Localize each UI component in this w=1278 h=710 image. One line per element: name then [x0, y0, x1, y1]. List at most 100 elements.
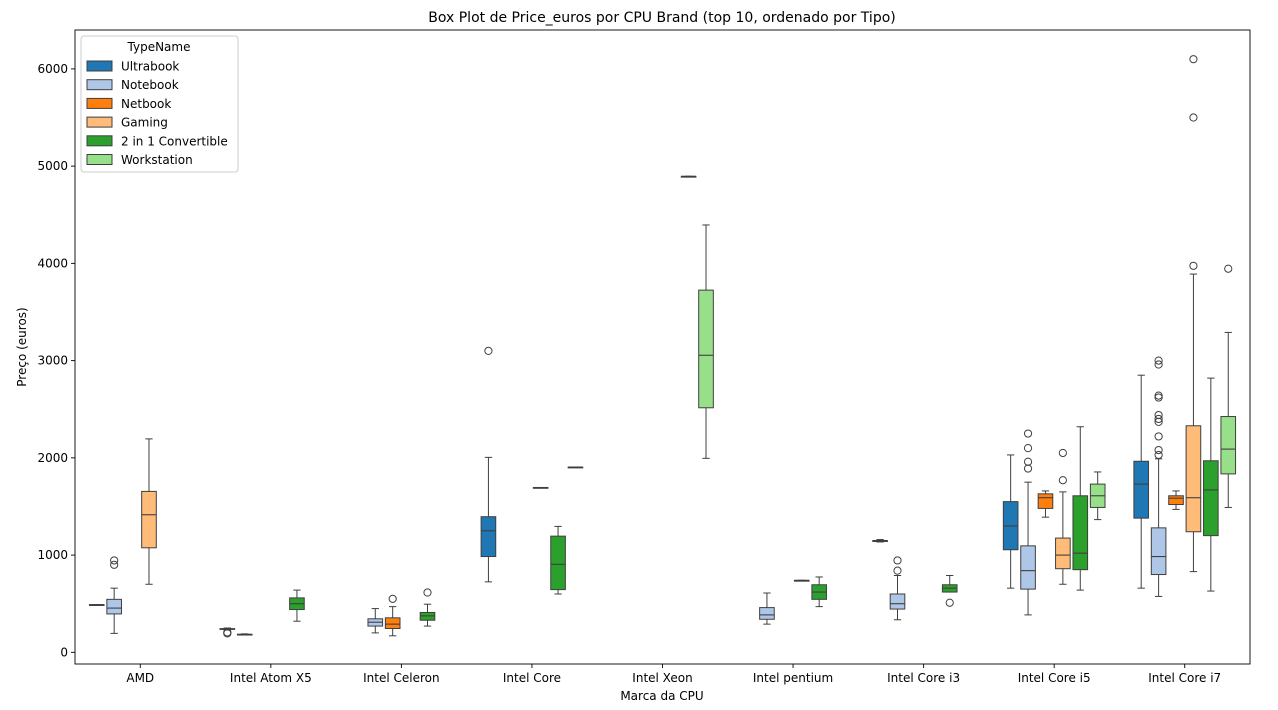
box-intel-core-i7-notebook	[1150, 356, 1167, 597]
box-intel-core-2-in-1-convertible	[550, 525, 566, 595]
box-intel-celeron-netbook	[384, 594, 401, 637]
box-iqr	[1055, 537, 1071, 570]
box-intel-core-i7-ultrabook	[1133, 374, 1150, 589]
box-iqr	[106, 598, 122, 615]
box-intel-core-i3-2-in-1-convertible	[941, 575, 958, 607]
box-iqr	[698, 289, 714, 409]
legend-entry-ultrabook: Ultrabook	[86, 60, 179, 74]
box-iqr	[141, 490, 157, 549]
legend-entry-gaming: Gaming	[86, 116, 168, 130]
outlier-point	[1154, 445, 1163, 455]
outlier-point	[1154, 432, 1163, 441]
box-intel-core-i7-workstation	[1220, 264, 1237, 508]
outlier-point	[1023, 444, 1033, 453]
x-tick-label-intel-core-i5: Intel Core i5	[1018, 671, 1091, 685]
legend-label: Gaming	[121, 116, 168, 130]
box-intel-core-i3-notebook	[889, 556, 906, 621]
x-tick-label-intel-xeon: Intel Xeon	[632, 671, 692, 685]
outlier-point	[1154, 356, 1163, 365]
legend-label: 2 in 1 Convertible	[121, 134, 228, 148]
legend-label: Workstation	[121, 153, 193, 167]
legend-entry-notebook: Notebook	[86, 78, 179, 92]
legend-label: Ultrabook	[121, 60, 179, 74]
legend-label: Netbook	[121, 97, 171, 111]
box-intel-pentium-2-in-1-convertible	[811, 576, 827, 608]
box-intel-pentium-gaming	[793, 579, 810, 582]
plot-area	[88, 55, 1237, 638]
legend-swatch	[86, 116, 113, 128]
y-tick-label: 2000	[37, 451, 68, 465]
legend-swatch	[86, 79, 113, 91]
legend-swatch	[86, 154, 113, 165]
box-iqr	[1203, 460, 1219, 537]
y-tick-label: 6000	[37, 62, 68, 76]
outlier-point	[1023, 457, 1033, 466]
box-iqr	[1220, 416, 1237, 475]
box-intel-core-gaming	[532, 486, 549, 489]
outlier-point	[1154, 410, 1163, 420]
box-amd-ultrabook	[88, 604, 105, 606]
box-intel-core-i7-2-in-1-convertible	[1203, 377, 1219, 592]
x-tick-label-amd: AMD	[126, 671, 154, 685]
outlier-point	[1189, 261, 1198, 270]
legend-entry-2-in-1-convertible: 2 in 1 Convertible	[86, 134, 228, 148]
x-axis-label: Marca da CPU	[620, 689, 703, 703]
outlier-point	[1189, 55, 1198, 64]
outlier-point	[110, 556, 119, 565]
outlier-point	[1058, 448, 1067, 458]
outlier-point	[1154, 450, 1163, 460]
outlier-point	[893, 566, 902, 575]
outlier-point	[1023, 429, 1033, 438]
legend-label: Notebook	[121, 78, 179, 92]
box-intel-celeron-2-in-1-convertible	[419, 588, 436, 627]
box-iqr	[1133, 460, 1150, 519]
y-tick-label: 1000	[37, 548, 68, 562]
outlier-point	[223, 628, 232, 637]
legend-swatch	[86, 135, 113, 147]
legend-swatch	[86, 97, 113, 109]
outlier-point	[484, 346, 493, 355]
box-amd-gaming	[141, 438, 157, 585]
axes: 0 1000 2000 3000 4000 5000 6000 AMD Intel Atom X…	[37, 62, 1221, 685]
box-intel-core-i7-netbook	[1168, 490, 1184, 510]
outlier-point	[1154, 414, 1163, 424]
box-iqr	[480, 516, 497, 558]
box-iqr	[384, 617, 401, 630]
box-intel-core-i5-notebook	[1020, 429, 1036, 616]
box-amd-notebook	[106, 556, 122, 634]
box-iqr	[1185, 425, 1202, 533]
legend-entry-netbook: Netbook	[86, 97, 171, 111]
x-tick-label-intel-core-i3: Intel Core i3	[887, 671, 960, 685]
box-intel-atom-x5-2-in-1-convertible	[289, 589, 305, 622]
outlier-point	[1058, 476, 1067, 485]
legend-swatch	[86, 60, 113, 72]
box-intel-core-i5-ultrabook	[1002, 454, 1019, 589]
x-tick-label-intel-core-i7: Intel Core i7	[1148, 671, 1221, 685]
box-iqr	[1150, 527, 1167, 576]
box-intel-core-ultrabook	[480, 346, 497, 583]
box-intel-xeon-workstation	[698, 224, 714, 459]
y-tick-label: 5000	[37, 159, 68, 173]
x-tick-label-intel-core: Intel Core	[503, 671, 561, 685]
box-intel-core-i5-netbook	[1037, 490, 1054, 518]
outlier-point	[1154, 391, 1163, 400]
legend-box	[80, 35, 239, 173]
outlier-point	[1224, 264, 1233, 273]
box-intel-core-i5-workstation	[1089, 471, 1106, 521]
y-tick-label: 4000	[37, 256, 68, 270]
box-iqr	[1037, 493, 1054, 509]
box-intel-pentium-notebook	[759, 592, 775, 625]
outlier-point	[110, 560, 119, 569]
legend-entry-workstation: Workstation	[86, 153, 193, 167]
box-iqr	[550, 535, 566, 591]
chart-title: Box Plot de Price_euros por CPU Brand (t…	[428, 10, 895, 26]
box-intel-atom-x5-ultrabook	[219, 627, 236, 638]
box-intel-atom-x5-notebook	[236, 633, 253, 636]
box-iqr	[759, 607, 775, 620]
outlier-point	[1189, 113, 1198, 122]
x-tick-label-intel-celeron: Intel Celeron	[363, 671, 439, 685]
legend: TypeName Ultrabook Notebook Netbook Gaming 2…	[80, 35, 239, 173]
outlier-point	[423, 588, 432, 597]
box-intel-core-i5-gaming	[1055, 448, 1071, 585]
